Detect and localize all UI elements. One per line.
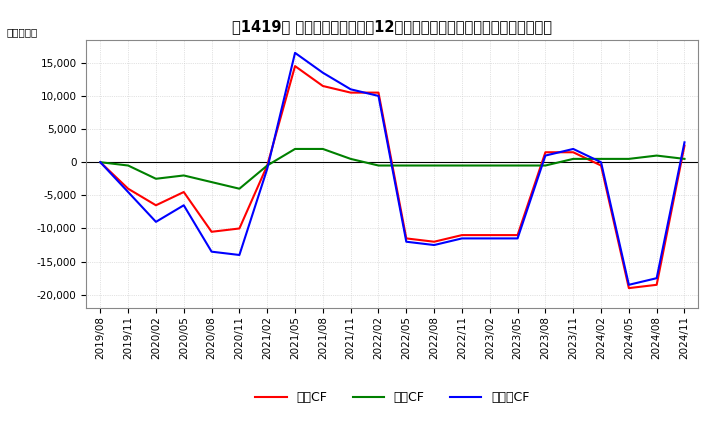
フリーCF: [597, 160, 606, 165]
フリーCF: [263, 166, 271, 172]
投資CF: [513, 163, 522, 168]
フリーCF: [513, 236, 522, 241]
投資CF: [346, 156, 355, 161]
営業CF: [680, 143, 689, 148]
Legend: 営業CF, 投資CF, フリーCF: 営業CF, 投資CF, フリーCF: [251, 386, 534, 409]
フリーCF: [235, 253, 243, 258]
営業CF: [485, 232, 494, 238]
投資CF: [597, 156, 606, 161]
Line: 投資CF: 投資CF: [100, 149, 685, 189]
Text: （百万円）: （百万円）: [6, 27, 37, 37]
営業CF: [152, 203, 161, 208]
投資CF: [291, 147, 300, 152]
営業CF: [458, 232, 467, 238]
フリーCF: [318, 70, 327, 75]
フリーCF: [96, 160, 104, 165]
営業CF: [513, 232, 522, 238]
フリーCF: [569, 147, 577, 152]
フリーCF: [346, 87, 355, 92]
フリーCF: [680, 139, 689, 145]
フリーCF: [152, 219, 161, 224]
投資CF: [624, 156, 633, 161]
フリーCF: [402, 239, 410, 244]
フリーCF: [374, 93, 383, 99]
営業CF: [374, 90, 383, 95]
投資CF: [152, 176, 161, 181]
投資CF: [680, 156, 689, 161]
投資CF: [207, 180, 216, 185]
営業CF: [291, 63, 300, 69]
投資CF: [374, 163, 383, 168]
投資CF: [402, 163, 410, 168]
投資CF: [541, 163, 550, 168]
フリーCF: [430, 242, 438, 248]
営業CF: [597, 163, 606, 168]
投資CF: [458, 163, 467, 168]
営業CF: [652, 282, 661, 287]
営業CF: [318, 83, 327, 88]
フリーCF: [458, 236, 467, 241]
フリーCF: [541, 153, 550, 158]
投資CF: [652, 153, 661, 158]
フリーCF: [291, 50, 300, 55]
営業CF: [124, 186, 132, 191]
Line: 営業CF: 営業CF: [100, 66, 685, 288]
投資CF: [569, 156, 577, 161]
フリーCF: [652, 275, 661, 281]
投資CF: [430, 163, 438, 168]
投資CF: [179, 173, 188, 178]
投資CF: [263, 163, 271, 168]
営業CF: [207, 229, 216, 235]
営業CF: [179, 189, 188, 194]
Line: フリーCF: フリーCF: [100, 53, 685, 285]
投資CF: [124, 163, 132, 168]
営業CF: [569, 150, 577, 155]
Title: ［1419］ キャッシュフローの12か月移動合計の対前年同期増減額の推移: ［1419］ キャッシュフローの12か月移動合計の対前年同期増減額の推移: [233, 19, 552, 34]
営業CF: [96, 160, 104, 165]
営業CF: [235, 226, 243, 231]
投資CF: [318, 147, 327, 152]
営業CF: [430, 239, 438, 244]
フリーCF: [207, 249, 216, 254]
投資CF: [96, 160, 104, 165]
フリーCF: [179, 203, 188, 208]
フリーCF: [124, 189, 132, 194]
営業CF: [263, 163, 271, 168]
営業CF: [541, 150, 550, 155]
営業CF: [346, 90, 355, 95]
フリーCF: [485, 236, 494, 241]
営業CF: [402, 236, 410, 241]
フリーCF: [624, 282, 633, 287]
投資CF: [485, 163, 494, 168]
営業CF: [624, 286, 633, 291]
投資CF: [235, 186, 243, 191]
